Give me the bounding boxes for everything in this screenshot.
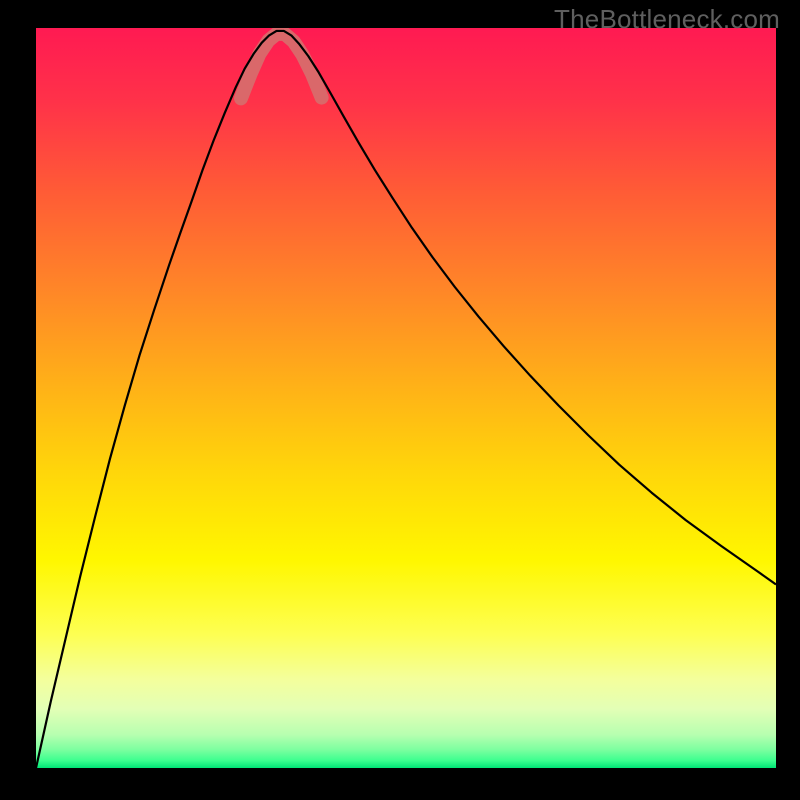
chart-svg [36,28,776,768]
watermark-text: TheBottleneck.com [554,4,780,35]
chart-background [36,28,776,768]
plot-area [36,28,776,768]
